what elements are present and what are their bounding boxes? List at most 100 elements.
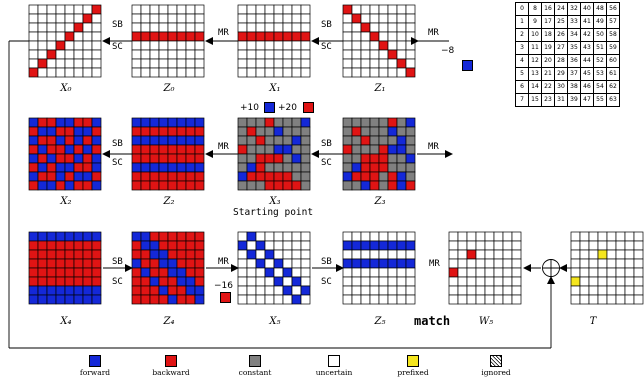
grid-cell	[448, 258, 459, 269]
grid-cell	[37, 153, 48, 164]
grid-cell	[273, 180, 284, 191]
perm-cell: 53	[593, 67, 607, 81]
grid-cell	[64, 285, 75, 296]
grid-cell	[149, 249, 160, 260]
perm-cell: 40	[580, 2, 594, 16]
grid-cell	[64, 276, 75, 287]
grid-cell	[73, 285, 84, 296]
grid-cell	[91, 294, 102, 305]
perm-cell: 58	[606, 28, 620, 42]
grid-cell	[158, 67, 169, 78]
grid-cell	[176, 31, 187, 42]
grid-cell	[360, 135, 371, 146]
grid-cell	[282, 22, 293, 33]
grid-cell	[405, 144, 416, 155]
grid-cell	[176, 13, 187, 24]
perm-cell: 29	[554, 67, 568, 81]
grid-cell	[176, 267, 187, 278]
grid-cell	[73, 267, 84, 278]
grid-cell	[300, 180, 311, 191]
grid-cell	[158, 49, 169, 60]
grid-cell	[633, 231, 644, 242]
op-mr-label: MR	[428, 28, 439, 38]
grid-cell	[264, 249, 275, 260]
grid-cell	[37, 249, 48, 260]
label-w5: W₅	[478, 316, 494, 327]
grid-cell	[405, 240, 416, 251]
grid-cell	[633, 294, 644, 305]
grid-cell	[149, 67, 160, 78]
grid-cell	[606, 276, 617, 287]
grid-cell	[351, 240, 362, 251]
grid-cell	[64, 117, 75, 128]
grid-cell	[570, 285, 581, 296]
grid-cell	[55, 49, 66, 60]
grid-cell	[351, 249, 362, 260]
grid-cell	[73, 153, 84, 164]
grid-cell	[167, 67, 178, 78]
backward-marker	[220, 292, 231, 303]
grid-cell	[369, 144, 380, 155]
grid-cell	[140, 22, 151, 33]
grid-cell	[387, 49, 398, 60]
grid-cell	[176, 144, 187, 155]
grid-cell	[140, 144, 151, 155]
grid-cell	[360, 294, 371, 305]
grid-cell	[73, 126, 84, 137]
grid-cell	[73, 249, 84, 260]
grid-cell	[493, 231, 504, 242]
perm-row: 5 13 21 29 37 45 53 61	[515, 67, 620, 81]
grid-cell	[91, 162, 102, 173]
grid-cell	[149, 49, 160, 60]
grid-cell	[378, 135, 389, 146]
grid-cell	[255, 258, 266, 269]
grid-cell	[282, 117, 293, 128]
legend-item-backward: backward	[141, 355, 201, 377]
grid-cell	[378, 231, 389, 242]
grid-cell	[194, 171, 205, 182]
grid-cell	[300, 22, 311, 33]
grid-cell	[82, 231, 93, 242]
grid-cell	[264, 40, 275, 51]
perm-cell: 24	[554, 2, 568, 16]
grid-cell	[273, 31, 284, 42]
grid-cell	[246, 117, 257, 128]
grid-cell	[46, 267, 57, 278]
perm-cell: 4	[515, 54, 529, 68]
grid-cell	[237, 231, 248, 242]
grid-cell	[64, 40, 75, 51]
perm-cell: 32	[567, 2, 581, 16]
grid-cell	[255, 267, 266, 278]
grid-cell	[360, 58, 371, 69]
grid-cell	[237, 153, 248, 164]
grid-cell	[457, 249, 468, 260]
grid-cell	[351, 117, 362, 128]
grid-cell	[282, 153, 293, 164]
grid-cell	[149, 22, 160, 33]
grid-cell	[237, 258, 248, 269]
grid-cell	[351, 258, 362, 269]
grid-cell	[167, 180, 178, 191]
grid-cell	[351, 162, 362, 173]
grid-cell	[588, 249, 599, 260]
grid-cell	[360, 267, 371, 278]
grid-cell	[246, 267, 257, 278]
grid-cell	[237, 285, 248, 296]
grid-cell	[360, 49, 371, 60]
grid-cell	[633, 285, 644, 296]
grid-cell	[91, 117, 102, 128]
grid-cell	[73, 231, 84, 242]
grid-cell	[91, 240, 102, 251]
grid-cell	[300, 294, 311, 305]
grid-cell	[606, 240, 617, 251]
perm-cell: 28	[554, 54, 568, 68]
grid-cell	[378, 31, 389, 42]
perm-cell: 59	[606, 41, 620, 55]
legend-item-constant: constant	[225, 355, 285, 377]
grid-cell	[570, 267, 581, 278]
permutation-table: 0 8 16 24 32 40 48 56 1 9 17 25 33 41 49 57 2 10 18 26 34 42 5…	[515, 2, 620, 107]
grid-cell	[405, 49, 416, 60]
grid-cell	[82, 144, 93, 155]
grid-cell	[46, 285, 57, 296]
grid-cell	[264, 231, 275, 242]
